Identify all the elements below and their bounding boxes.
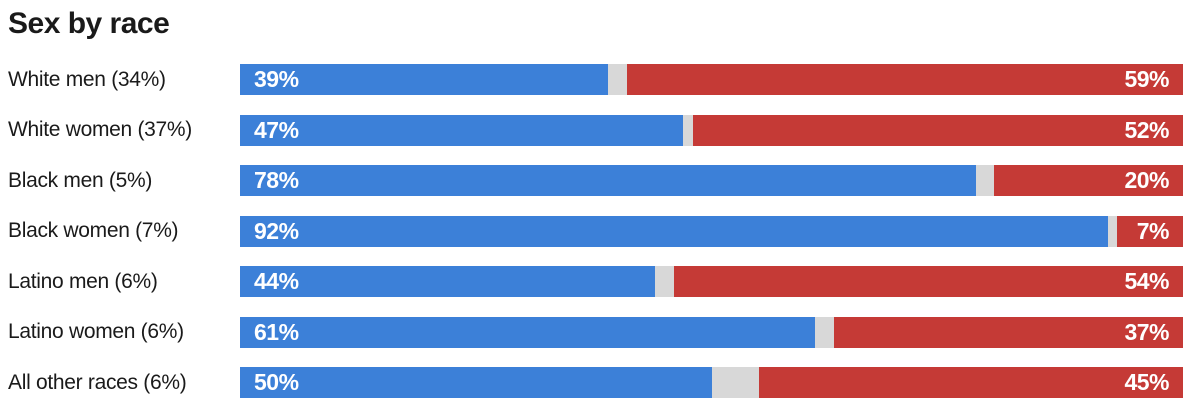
- rep-value-label: 45%: [1124, 369, 1169, 395]
- chart-title: Sex by race: [8, 7, 170, 40]
- row-label: Black women (7%): [8, 219, 179, 242]
- dem-segment: 39%: [240, 64, 608, 95]
- dem-segment: 44%: [240, 266, 655, 297]
- gap-segment: [815, 316, 835, 348]
- rep-value-label: 7%: [1136, 217, 1170, 244]
- rep-segment: 54%: [673, 266, 1183, 297]
- stacked-bar: 44% 54%: [240, 266, 1183, 297]
- rep-segment: 59%: [626, 64, 1183, 95]
- stacked-bar: 50% 45%: [240, 367, 1183, 398]
- dem-value-label: 61%: [254, 318, 299, 345]
- dem-segment: 50%: [240, 367, 712, 398]
- rows-container: White men (34%) 39% 59% White women (37%…: [0, 64, 1200, 398]
- dem-value-label: 44%: [254, 268, 299, 294]
- stacked-bar: 61% 37%: [240, 316, 1183, 348]
- dem-segment: 92%: [240, 215, 1108, 247]
- chart-row: Latino men (6%) 44% 54%: [0, 266, 1200, 297]
- row-label: Latino women (6%): [8, 320, 184, 343]
- row-label: White men (34%): [8, 67, 166, 91]
- gap-segment: [654, 266, 674, 297]
- rep-value-label: 52%: [1124, 116, 1169, 143]
- dem-value-label: 78%: [254, 167, 299, 193]
- stacked-bar: 39% 59%: [240, 64, 1183, 95]
- stacked-bar: 92% 7%: [240, 215, 1183, 247]
- rep-segment: 52%: [692, 114, 1183, 146]
- dem-segment: 61%: [240, 316, 816, 348]
- chart-row: Latino women (6%) 61% 37%: [0, 316, 1200, 348]
- chart-row: Black men (5%) 78% 20%: [0, 165, 1200, 196]
- gap-segment: [683, 114, 693, 146]
- gap-segment: [711, 367, 759, 398]
- rep-segment: 20%: [994, 165, 1183, 196]
- dem-segment: 47%: [240, 114, 684, 146]
- row-label: Black men (5%): [8, 168, 153, 192]
- gap-segment: [975, 165, 995, 196]
- row-label: Latino men (6%): [8, 269, 158, 293]
- rep-value-label: 54%: [1124, 268, 1169, 294]
- rep-value-label: 37%: [1124, 318, 1169, 345]
- row-label: All other races (6%): [8, 370, 187, 394]
- rep-segment: 7%: [1116, 215, 1183, 247]
- rep-value-label: 20%: [1124, 167, 1169, 193]
- dem-value-label: 50%: [254, 369, 299, 395]
- dem-value-label: 92%: [254, 217, 299, 244]
- dem-value-label: 47%: [254, 116, 299, 143]
- gap-segment: [607, 64, 627, 95]
- gap-segment: [1107, 215, 1117, 247]
- chart-row: White men (34%) 39% 59%: [0, 64, 1200, 95]
- rep-segment: 45%: [758, 367, 1183, 398]
- chart-row: Black women (7%) 92% 7%: [0, 215, 1200, 247]
- row-label: White women (37%): [8, 118, 192, 141]
- dem-value-label: 39%: [254, 66, 299, 92]
- stacked-bar: 78% 20%: [240, 165, 1183, 196]
- stacked-bar: 47% 52%: [240, 114, 1183, 146]
- chart-row: All other races (6%) 50% 45%: [0, 367, 1200, 398]
- rep-segment: 37%: [834, 316, 1183, 348]
- rep-value-label: 59%: [1124, 66, 1169, 92]
- chart-row: White women (37%) 47% 52%: [0, 114, 1200, 146]
- dem-segment: 78%: [240, 165, 976, 196]
